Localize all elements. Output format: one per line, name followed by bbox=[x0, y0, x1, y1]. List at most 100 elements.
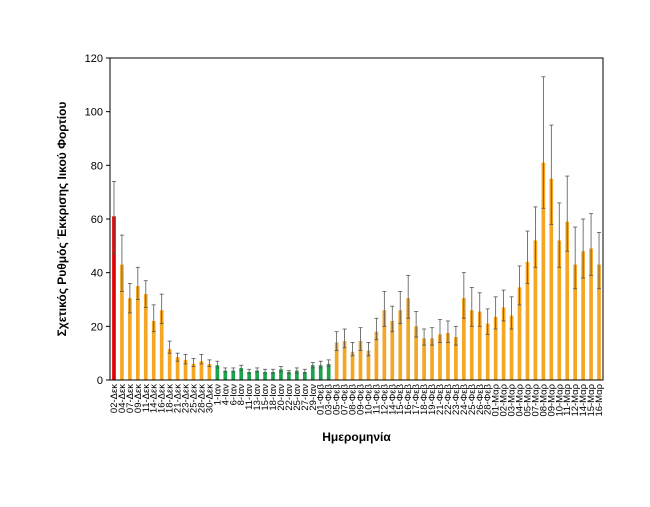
x-tick-label: 25-Φεβ bbox=[467, 383, 478, 415]
x-tick-label: 08-Φεβ bbox=[348, 383, 359, 415]
x-tick-label: 11-Ιαν bbox=[244, 384, 255, 410]
x-tick-label: 09-Μαρ bbox=[546, 383, 557, 416]
y-axis-ticks: 0 20 40 60 80 100 120 bbox=[85, 53, 110, 387]
x-tick-label: 18-Ιαν bbox=[268, 384, 279, 411]
bar bbox=[326, 363, 331, 380]
bar bbox=[151, 320, 156, 380]
x-tick-label: 01-Φεβ bbox=[316, 383, 327, 415]
bar bbox=[183, 359, 188, 380]
bar bbox=[469, 310, 474, 380]
bar bbox=[167, 349, 172, 380]
bar bbox=[255, 370, 259, 380]
x-tick-label: 13-Ιαν bbox=[252, 384, 263, 411]
bar bbox=[390, 320, 395, 380]
x-tick-label: 14-Φεβ bbox=[387, 383, 398, 415]
y-axis-title: Σχετικός Ρυθμός Έκκρισης Ιικού Φορτίου bbox=[55, 102, 69, 337]
x-tick-label: 17-Φεβ bbox=[411, 383, 422, 415]
bar bbox=[350, 351, 355, 380]
y-tick-label: 120 bbox=[85, 53, 103, 65]
bar bbox=[287, 371, 291, 380]
bar bbox=[549, 178, 554, 380]
x-tick-label: 22-Φεβ bbox=[443, 383, 454, 415]
x-tick-label: 07-Μαρ bbox=[530, 383, 541, 416]
x-tick-label: 09-Δεκ bbox=[133, 384, 144, 413]
bar bbox=[525, 261, 530, 380]
x-tick-label: 04-Δεκ bbox=[117, 384, 128, 413]
bar bbox=[398, 310, 403, 380]
x-tick-label: 12-Φεβ bbox=[379, 383, 390, 415]
bars-layer bbox=[112, 162, 601, 380]
x-tick-label: 14-Δεκ bbox=[149, 384, 160, 413]
bar bbox=[310, 365, 315, 380]
bar bbox=[279, 369, 283, 380]
x-tick-label: 02-Μαρ bbox=[499, 383, 510, 416]
x-tick-label: 03-Μαρ bbox=[507, 383, 518, 416]
x-tick-label: 19-Φεβ bbox=[427, 383, 438, 415]
x-tick-label: 25-Ιαν bbox=[292, 384, 303, 411]
x-tick-label: 21-Φεβ bbox=[435, 383, 446, 415]
plot-area-frame bbox=[109, 57, 604, 381]
bar bbox=[191, 363, 196, 380]
x-tick-label: 23-Δεκ bbox=[181, 384, 192, 413]
bar bbox=[406, 298, 411, 380]
x-tick-label: 15-Φεβ bbox=[395, 383, 406, 415]
x-tick-label: 03-Φεβ bbox=[324, 383, 335, 415]
x-tick-label: 12-Μαρ bbox=[570, 383, 581, 416]
bar bbox=[263, 371, 267, 380]
bar bbox=[581, 251, 585, 380]
bar bbox=[334, 342, 339, 380]
bar bbox=[295, 370, 299, 380]
bar bbox=[358, 341, 363, 380]
x-axis-title: Ημερομηνία bbox=[322, 430, 391, 444]
bar bbox=[430, 338, 434, 380]
bar bbox=[175, 357, 180, 380]
x-tick-label: 10-Μαρ bbox=[554, 383, 565, 416]
x-tick-label: 04-Μαρ bbox=[515, 383, 526, 416]
x-tick-label: 02-Δεκ bbox=[109, 384, 120, 413]
bar bbox=[557, 240, 562, 380]
x-tick-label: 16-Φεβ bbox=[403, 383, 414, 415]
bar bbox=[136, 286, 140, 380]
bar bbox=[477, 311, 482, 380]
bar bbox=[199, 361, 204, 380]
x-tick-label: 09-Φεβ bbox=[355, 383, 366, 415]
y-tick-label: 40 bbox=[91, 268, 103, 280]
bar bbox=[597, 264, 601, 380]
x-tick-label: 16-Μαρ bbox=[594, 383, 605, 416]
bar bbox=[454, 337, 458, 380]
bar bbox=[366, 350, 371, 380]
bar bbox=[501, 307, 506, 380]
x-tick-label: 20-Ιαν bbox=[276, 384, 287, 411]
bar bbox=[485, 323, 490, 380]
x-tick-label: 11-Φεβ bbox=[371, 383, 382, 414]
bar bbox=[382, 310, 387, 380]
bar bbox=[342, 341, 347, 380]
x-tick-label: 8-Ιαν bbox=[236, 384, 247, 406]
y-tick-label: 20 bbox=[91, 321, 103, 333]
x-tick-label: 15-Μαρ bbox=[586, 383, 597, 416]
x-tick-label: 11-Μαρ bbox=[562, 383, 573, 415]
y-tick-label: 100 bbox=[85, 107, 103, 119]
x-tick-label: 28-Δεκ bbox=[196, 384, 207, 413]
x-tick-label: 11-Δεκ bbox=[141, 384, 152, 413]
bar bbox=[231, 370, 236, 380]
bar bbox=[247, 371, 251, 380]
bar bbox=[223, 370, 228, 380]
bar bbox=[239, 367, 244, 380]
x-tick-label: 18-Δεκ bbox=[165, 384, 176, 413]
x-tick-label: 6-Ιαν bbox=[228, 384, 239, 406]
bar bbox=[112, 216, 116, 380]
x-tick-label: 16-Δεκ bbox=[157, 384, 168, 413]
bar bbox=[509, 315, 514, 380]
x-tick-label: 21-Δεκ bbox=[173, 384, 184, 413]
x-tick-label: 27-Ιαν bbox=[300, 384, 311, 411]
bar bbox=[589, 248, 593, 380]
x-tick-label: 08-Μαρ bbox=[538, 383, 549, 416]
bar bbox=[207, 363, 212, 380]
x-tick-label: 26-Φεβ bbox=[475, 383, 486, 415]
x-tick-label: 07-Φεβ bbox=[340, 383, 351, 415]
x-tick-label: 01-Μαρ bbox=[491, 383, 502, 416]
bar bbox=[271, 371, 275, 380]
